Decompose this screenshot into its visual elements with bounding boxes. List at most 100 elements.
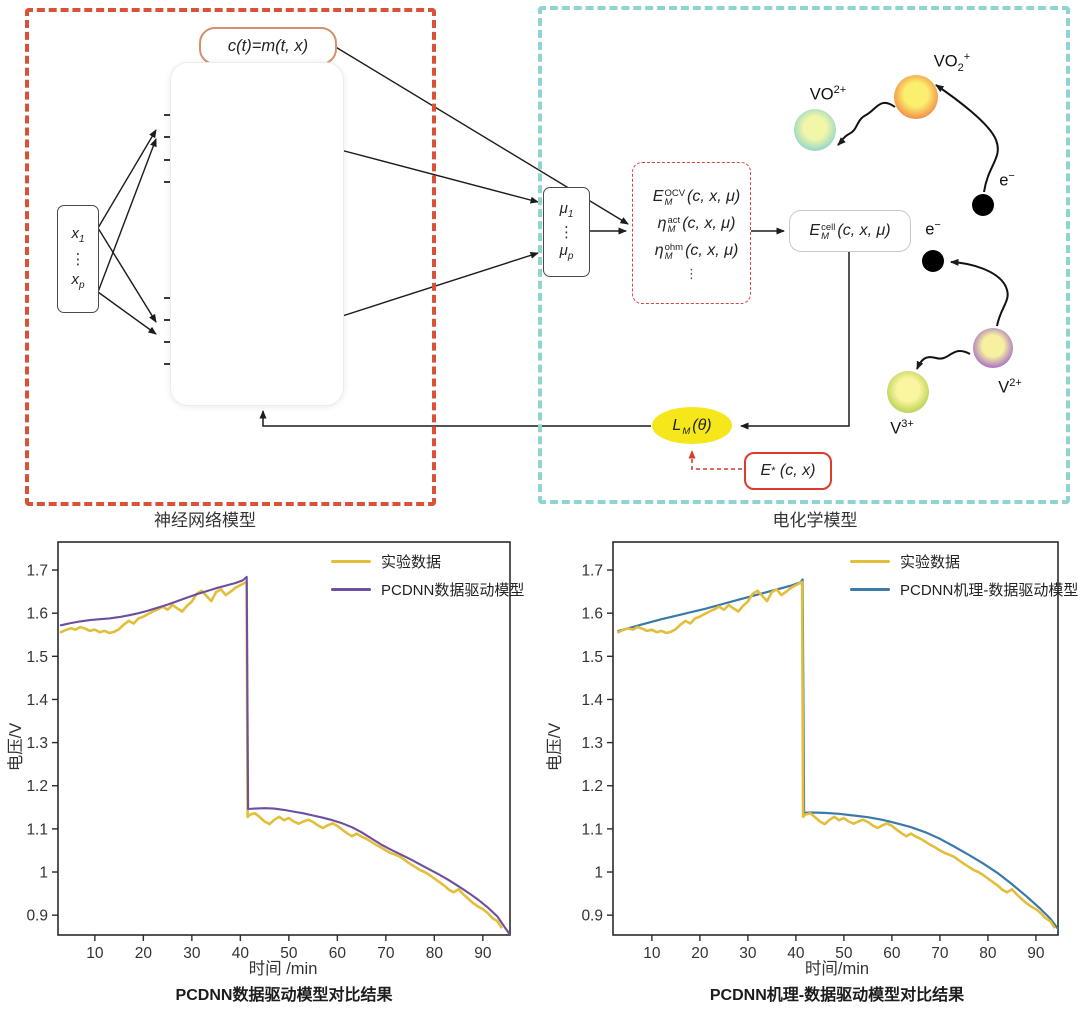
svg-text:90: 90 [1027, 945, 1045, 962]
chart-plot-area [617, 578, 1058, 931]
v2plus-to-electron2-wavy-arrow [950, 258, 1009, 327]
electron2-dot [922, 250, 944, 272]
electron1-to-vo2-wavy-arrow [935, 84, 999, 193]
estar-to-loss-arrow [688, 450, 742, 470]
svg-text:1.3: 1.3 [26, 735, 48, 752]
vo2-1plus-label: VO2+ [933, 51, 971, 74]
svg-text:70: 70 [931, 945, 949, 962]
mu1-label: μ1 [559, 199, 574, 220]
mu-vector-box: μ1 ⋮ μp [543, 187, 590, 277]
svg-text:30: 30 [739, 945, 757, 962]
svg-text:1.1: 1.1 [581, 821, 603, 838]
electron2-label: e− [925, 219, 941, 239]
ohm-overpotential-formula: η ohm M (c, x, μ) [654, 241, 739, 262]
mup-label: μp [559, 241, 574, 262]
series-line [617, 578, 1058, 931]
svg-text:0.9: 0.9 [581, 908, 603, 925]
svg-text:1.4: 1.4 [581, 692, 603, 709]
legend-swatch-model [850, 587, 890, 592]
right-panel-title: 电化学模型 [772, 511, 858, 530]
right-chart: 10 20 30 40 50 60 70 80 90 1.7 1.6 1.5 1.4 1.3 1.2 1.1 1… [581, 541, 1059, 962]
svg-text:1.1: 1.1 [26, 821, 48, 838]
svg-text:40: 40 [787, 945, 805, 962]
series-line [617, 580, 1056, 929]
x1-label: x1 [71, 224, 85, 245]
svg-text:40: 40 [232, 945, 250, 962]
formula-dots: ⋮ [685, 265, 698, 281]
neural-network-card [170, 62, 344, 406]
vo2-to-vo2plus-wavy-arrow [837, 101, 896, 146]
concentration-function-box: c(t)=m(t, x) [199, 27, 337, 65]
svg-text:1.2: 1.2 [581, 778, 603, 795]
svg-text:80: 80 [979, 945, 997, 962]
legend-item: PCDNN数据驱动模型 [331, 579, 524, 600]
v3plus-label: V3+ [890, 418, 914, 438]
measured-voltage-box: E * (c, x) [744, 452, 832, 490]
svg-text:50: 50 [280, 945, 298, 962]
legend-item: PCDNN机理-数据驱动模型 [850, 579, 1078, 600]
svg-text:50: 50 [835, 945, 853, 962]
svg-text:60: 60 [329, 945, 347, 962]
right-chart-xlabel: 时间/min [804, 960, 870, 978]
right-chart-legend: 实验数据 PCDNN机理-数据驱动模型 [850, 551, 1078, 600]
left-chart-xlabel: 时间 /min [248, 960, 318, 978]
x-dots: ⋮ [70, 250, 86, 268]
left-chart: 10 20 30 40 50 60 70 80 90 1.7 1.6 1.5 1.4 1.3 1.2 1.1 1… [26, 541, 511, 962]
svg-text:1.5: 1.5 [26, 649, 48, 666]
nn-panel-box [25, 8, 436, 506]
xp-label: xp [71, 270, 85, 291]
vo2-1plus-ball [894, 75, 938, 119]
estar-formula: E * (c, x) [760, 462, 816, 479]
series-line [59, 575, 510, 935]
chart-axes: 10 20 30 40 50 60 70 80 90 1.7 1.6 1.5 1.4 1.3 1.2 1.1 1… [581, 541, 1059, 962]
left-chart-caption: PCDNN数据驱动模型对比结果 [175, 987, 393, 1004]
v2plus-ball [973, 328, 1013, 368]
overpotential-formula-box: E OCV M (c, x, μ) η act M (c, x, μ) η ohm M (c, x… [632, 162, 751, 304]
svg-text:10: 10 [86, 945, 104, 962]
svg-text:0.9: 0.9 [26, 908, 48, 925]
mu-dots: ⋮ [559, 223, 574, 241]
v2plus-to-v3plus-wavy-arrow [916, 349, 971, 370]
svg-text:1.6: 1.6 [26, 606, 48, 623]
svg-text:30: 30 [183, 945, 201, 962]
loss-function-ellipse: L M (θ) [652, 407, 732, 444]
v2plus-label: V2+ [998, 377, 1022, 397]
svg-text:1.6: 1.6 [581, 606, 603, 623]
svg-text:60: 60 [883, 945, 901, 962]
svg-text:20: 20 [135, 945, 153, 962]
svg-text:1: 1 [39, 865, 48, 882]
legend-swatch-exp [850, 559, 890, 564]
loss-formula: L M (θ) [672, 416, 712, 437]
right-chart-caption: PCDNN机理-数据驱动模型对比结果 [709, 987, 965, 1004]
input-vector-box: x1 ⋮ xp [57, 205, 99, 313]
ocv-formula: E OCV M (c, x, μ) [652, 187, 741, 208]
legend-swatch-exp [331, 559, 371, 564]
left-chart-ylabel: 电压/V [7, 722, 25, 772]
svg-text:10: 10 [643, 945, 661, 962]
electron1-label: e− [999, 170, 1015, 190]
svg-text:1.5: 1.5 [581, 649, 603, 666]
left-chart-legend: 实验数据 PCDNN数据驱动模型 [331, 551, 524, 600]
act-overpotential-formula: η act M (c, x, μ) [657, 214, 736, 235]
vo2plus-label: VO2+ [809, 84, 847, 104]
vo2plus-ball [794, 109, 836, 151]
svg-text:70: 70 [377, 945, 395, 962]
svg-text:1.4: 1.4 [26, 692, 48, 709]
svg-text:1.7: 1.7 [581, 563, 603, 580]
chart-plot-area [59, 575, 510, 935]
ct-formula: c(t)=m(t, x) [227, 36, 309, 55]
left-panel-title: 神经网络模型 [154, 511, 256, 530]
v3plus-ball [887, 371, 929, 413]
svg-text:1.3: 1.3 [581, 735, 603, 752]
svg-text:1.7: 1.7 [26, 563, 48, 580]
legend-item: 实验数据 [331, 551, 524, 572]
svg-text:1.2: 1.2 [26, 778, 48, 795]
legend-item: 实验数据 [850, 551, 1078, 572]
legend-swatch-model [331, 587, 371, 592]
svg-text:90: 90 [474, 945, 492, 962]
series-line [59, 580, 503, 929]
chart-axes: 10 20 30 40 50 60 70 80 90 1.7 1.6 1.5 1.4 1.3 1.2 1.1 1… [26, 541, 511, 962]
